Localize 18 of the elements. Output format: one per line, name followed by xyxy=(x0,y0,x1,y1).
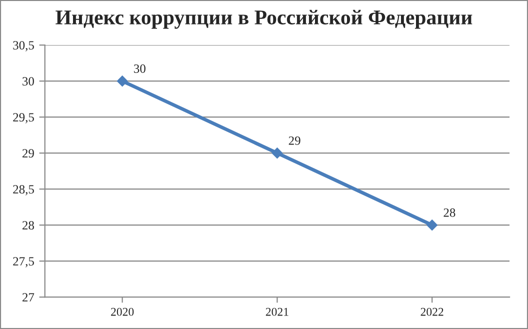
point xyxy=(272,148,283,159)
y-tick-label: 27,5 xyxy=(13,257,34,268)
data-label: 28 xyxy=(444,208,456,217)
point xyxy=(116,76,128,87)
y-tick-label: 27 xyxy=(22,293,34,302)
y-tick-label: 30 xyxy=(22,77,34,86)
x-tick-label: 2021 xyxy=(266,308,288,316)
y-tick-label: 30,5 xyxy=(13,41,34,52)
y-tick-label: 28 xyxy=(22,221,34,230)
y-tick-label: 29,5 xyxy=(13,113,34,124)
point xyxy=(426,220,438,231)
x-tick-label: 2022 xyxy=(420,308,444,316)
chart-title: Индекс коррупции в Российской Федерации xyxy=(56,10,472,29)
y-tick-label: 28,5 xyxy=(13,185,34,196)
y-tick-label: 29 xyxy=(22,149,34,158)
data-label: 30 xyxy=(134,64,146,73)
x-tick-label: 2020 xyxy=(111,308,134,316)
data-label: 29 xyxy=(288,136,300,145)
